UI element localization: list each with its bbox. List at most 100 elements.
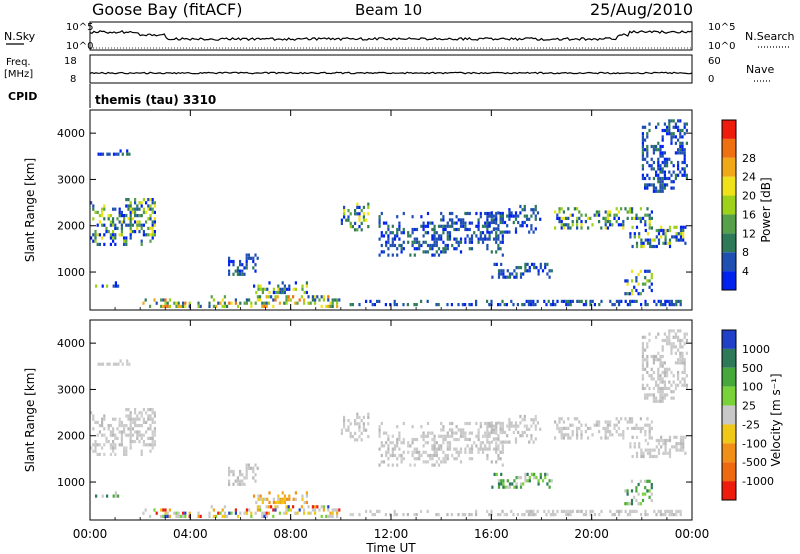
data-cell: [499, 240, 502, 244]
data-cell: [395, 513, 398, 517]
data-cell: [131, 210, 134, 214]
data-cell: [453, 237, 456, 241]
data-cell: [103, 452, 106, 456]
data-cell: [683, 132, 686, 136]
data-cell: [433, 224, 436, 228]
data-cell: [149, 217, 152, 221]
data-cell: [522, 272, 525, 276]
data-cell: [389, 303, 392, 307]
data-cell: [311, 508, 314, 512]
data-cell: [611, 223, 614, 227]
data-cell: [674, 176, 677, 181]
data-cell: [663, 393, 666, 397]
data-cell: [591, 509, 594, 513]
data-cell: [484, 434, 487, 438]
data-cell: [591, 433, 594, 437]
data-cell: [444, 457, 447, 461]
data-cell: [219, 511, 222, 515]
data-cell: [387, 234, 390, 238]
data-cell: [120, 230, 123, 234]
data-cell: [333, 508, 336, 512]
data-cell: [112, 217, 115, 221]
data-cell: [661, 180, 664, 184]
data-cell: [125, 239, 128, 243]
data-cell: [221, 304, 224, 308]
data-cell: [488, 211, 491, 216]
data-cell: [378, 299, 381, 303]
data-cell: [239, 482, 242, 486]
data-cell: [164, 514, 167, 518]
data-cell: [514, 437, 518, 441]
colorbar-segment: [722, 330, 736, 349]
data-cell: [437, 457, 441, 461]
data-cell: [684, 435, 687, 439]
data-cell: [648, 216, 651, 220]
data-cell: [147, 217, 150, 221]
data-cell: [298, 508, 301, 512]
data-cell: [670, 180, 673, 184]
data-cell: [641, 377, 644, 381]
data-cell: [281, 500, 284, 505]
data-cell: [514, 227, 518, 231]
data-cell: [657, 232, 661, 236]
data-cell: [129, 236, 132, 240]
data-cell: [433, 434, 436, 438]
data-cell: [514, 427, 518, 431]
data-cell: [303, 290, 306, 295]
data-cell: [650, 420, 653, 424]
data-cell: [650, 367, 653, 371]
data-cell: [646, 238, 650, 242]
data-cell: [682, 238, 685, 242]
data-cell: [674, 173, 677, 177]
data-cell: [105, 440, 108, 444]
data-cell: [365, 218, 368, 222]
data-cell: [519, 414, 522, 419]
data-cell: [166, 301, 169, 305]
data-cell: [92, 417, 95, 421]
data-cell: [672, 329, 675, 333]
data-cell: [358, 435, 361, 439]
data-cell: [446, 453, 449, 458]
data-cell: [641, 288, 645, 293]
data-cell: [387, 240, 390, 244]
data-cell: [659, 509, 662, 513]
data-cell: [486, 299, 489, 303]
data-cell: [327, 505, 330, 509]
data-cell: [495, 447, 498, 451]
data-cell: [673, 513, 676, 517]
data-cell: [112, 430, 115, 434]
data-cell: [391, 231, 394, 235]
data-cell: [666, 241, 669, 245]
data-cell: [649, 451, 652, 455]
data-cell: [479, 447, 482, 451]
data-cell: [525, 299, 528, 303]
data-cell: [652, 361, 655, 365]
data-cell: [661, 377, 664, 381]
data-cell: [145, 210, 148, 214]
data-cell: [661, 386, 664, 391]
data-cell: [679, 338, 682, 343]
data-cell: [109, 236, 112, 240]
data-cell: [382, 221, 386, 225]
data-cell: [631, 207, 634, 211]
data-cell: [527, 513, 530, 517]
data-cell: [514, 211, 518, 215]
x-tick-label: 08:00: [273, 527, 308, 541]
data-cell: [120, 214, 123, 218]
x-axis: 00:00 04:00 08:00 12:00 16:00 20:00 00:00: [73, 110, 709, 541]
data-cell: [655, 244, 658, 249]
data-cell: [661, 380, 664, 384]
data-cell: [677, 151, 680, 155]
data-cell: [92, 217, 95, 221]
data-cell: [585, 299, 588, 303]
data-cell: [356, 412, 359, 416]
data-cell: [663, 338, 666, 343]
data-cell: [677, 128, 680, 133]
data-cell: [140, 411, 143, 415]
data-cell: [396, 444, 399, 448]
data-cell: [646, 173, 649, 177]
data-cell: [539, 476, 542, 480]
data-cell: [406, 303, 409, 307]
data-cell: [142, 230, 145, 234]
data-cell: [641, 138, 644, 142]
